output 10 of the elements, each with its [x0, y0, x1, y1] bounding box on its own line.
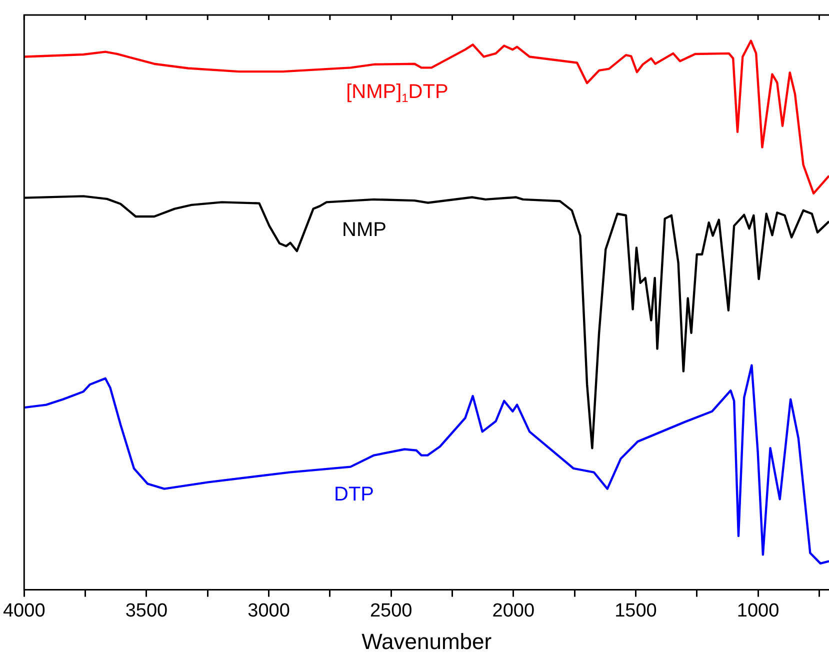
x-tick-label: 2000	[492, 600, 535, 622]
x-tick-label: 1500	[614, 600, 657, 622]
x-tick-label: 2500	[370, 600, 412, 622]
series-label: DTP	[334, 483, 374, 506]
x-axis-title: Wavenumber	[362, 628, 492, 654]
series-label: NMP	[342, 219, 387, 242]
x-tick-label: 1000	[736, 600, 780, 622]
x-tick-label: 4000	[2, 600, 46, 622]
x-tick-label: 3500	[125, 600, 168, 622]
x-tick-label: 3000	[248, 600, 290, 622]
